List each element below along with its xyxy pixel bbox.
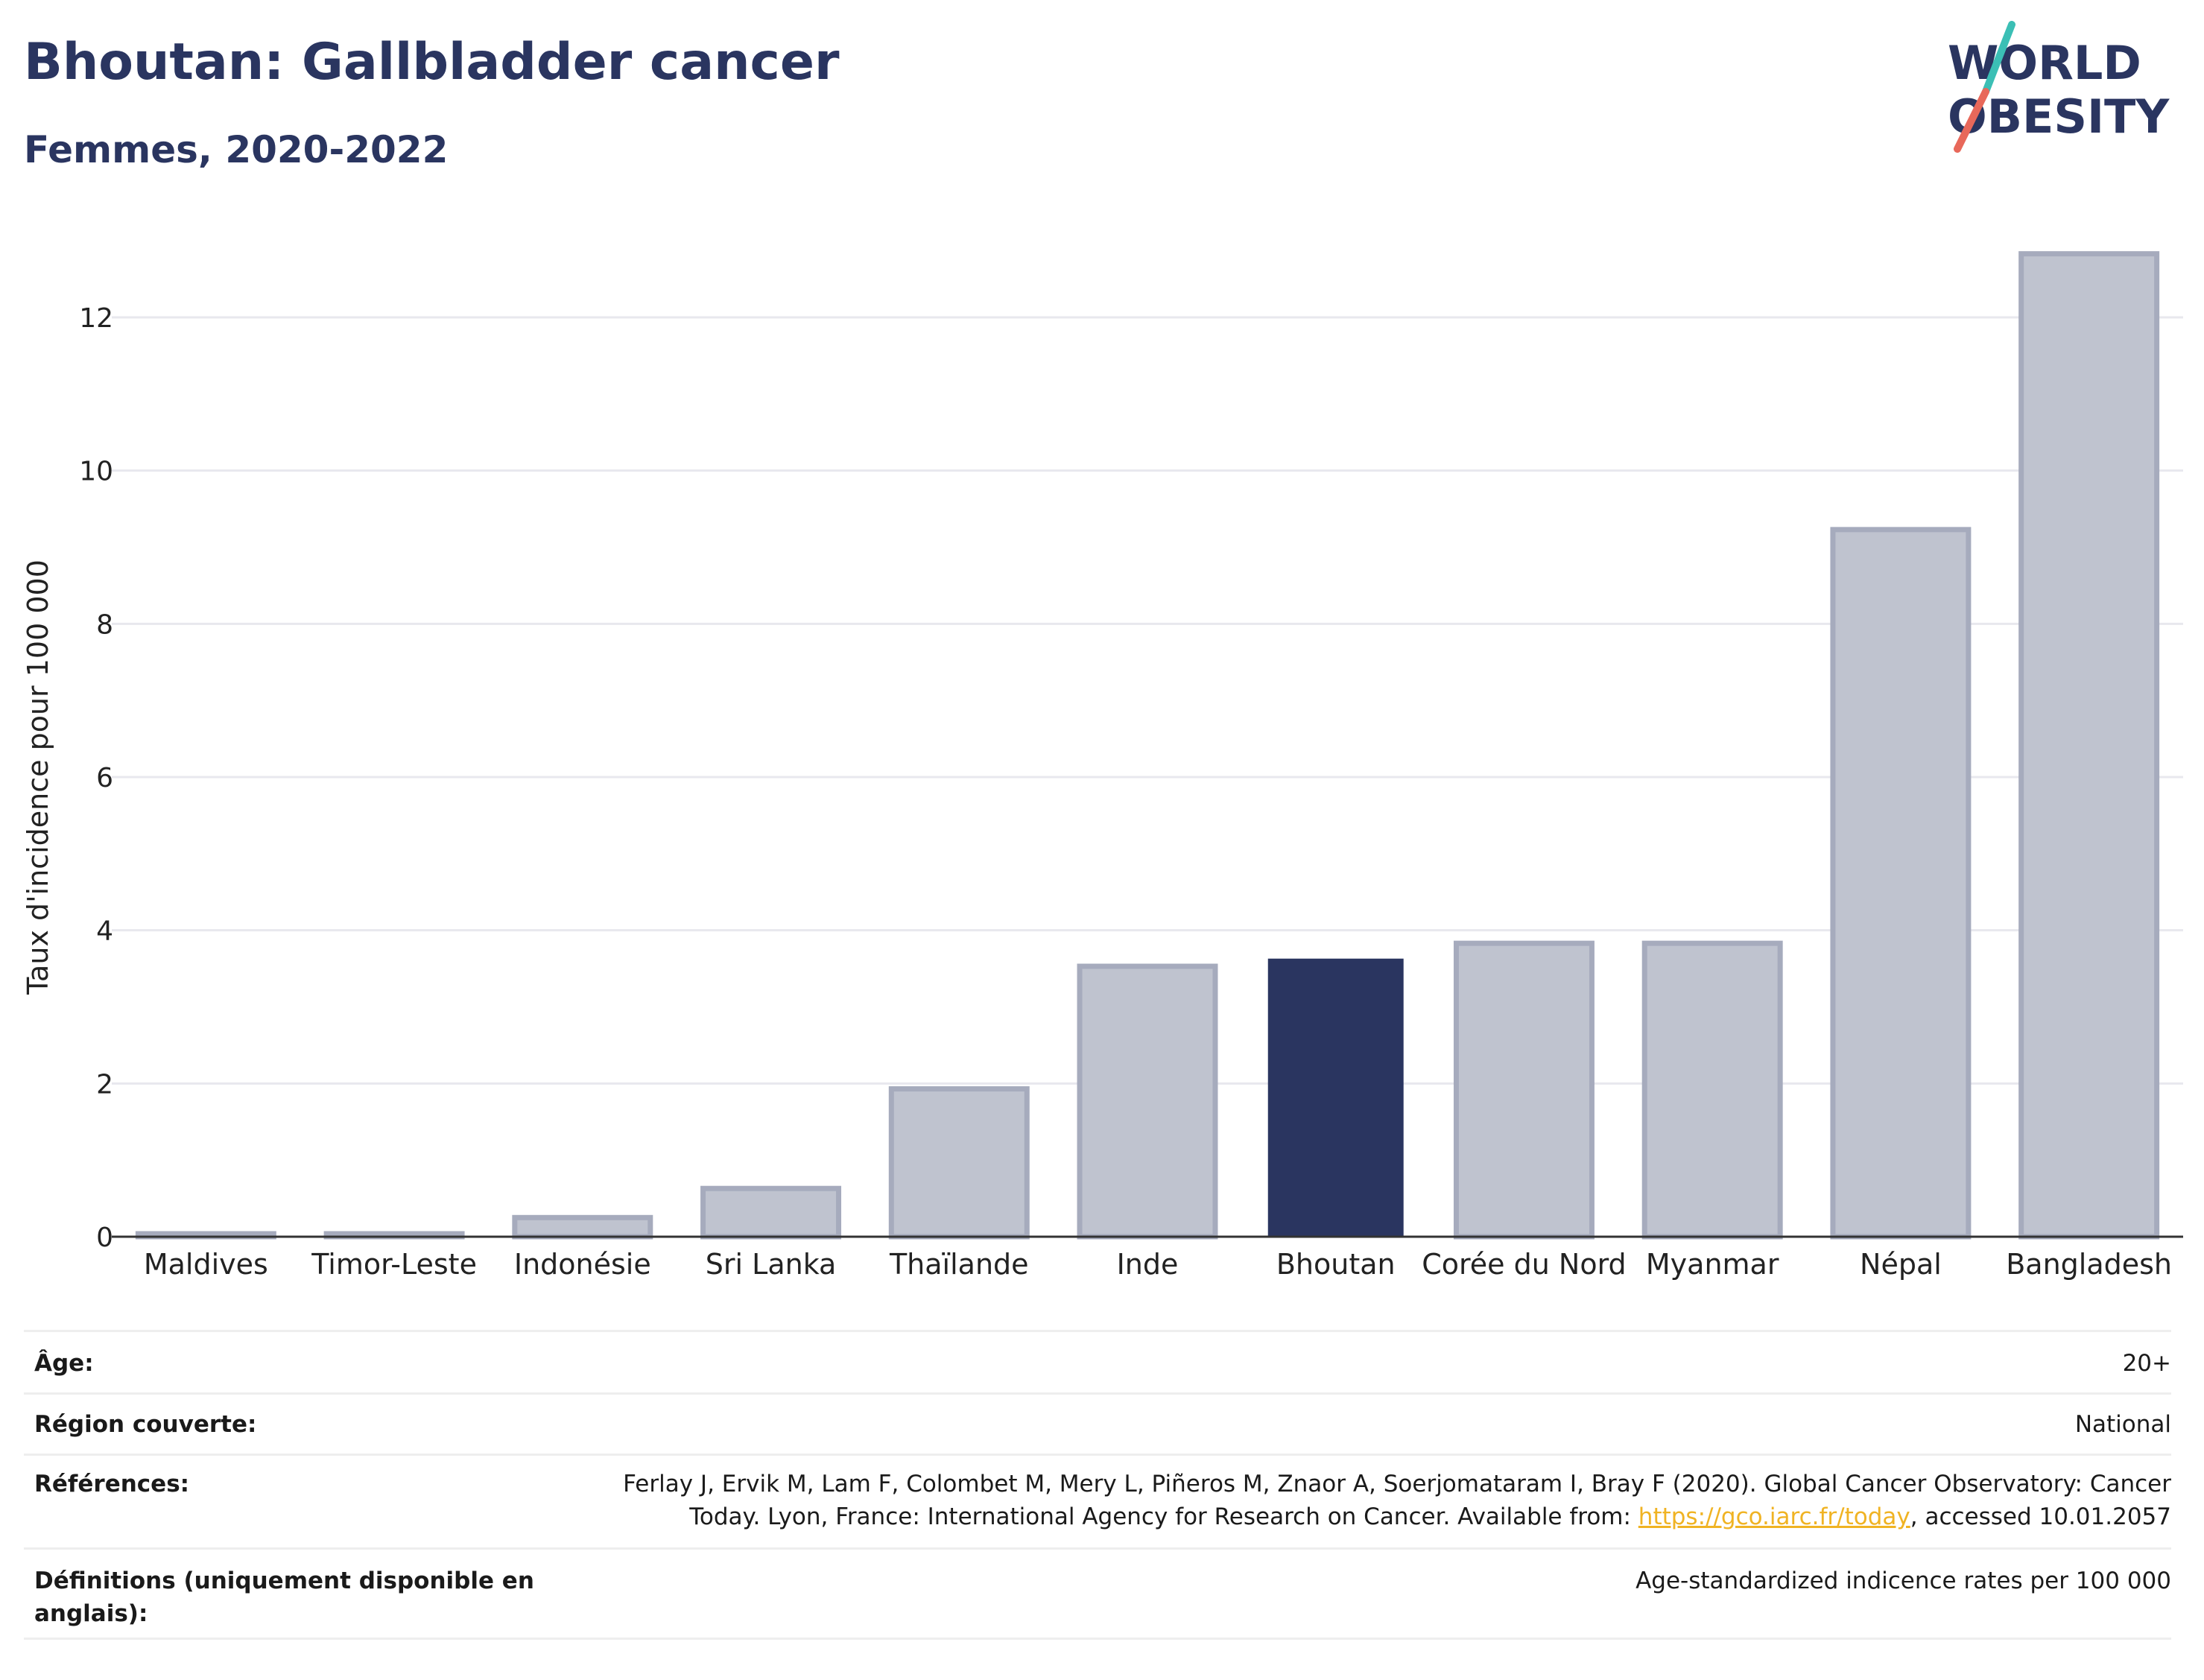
x-tick-label: Corée du Nord: [1422, 1248, 1626, 1281]
meta-region-value: National: [2074, 1411, 2171, 1438]
x-tick-label: Maldives: [144, 1248, 268, 1281]
meta-definitions-label: Définitions (uniquement disponible en an…: [34, 1568, 534, 1627]
metadata-table: Âge: 20+ Région couverte: National Référ…: [24, 1330, 2171, 1640]
x-tick-labels: Maldives Timor-Leste Indonésie Sri Lanka Tha…: [144, 1248, 2172, 1281]
y-tick-label: 8: [96, 609, 113, 640]
logo-line1: WORLD: [1948, 36, 2141, 90]
x-tick-label: Sri Lanka: [706, 1248, 837, 1281]
logo-slash-bottom: [1954, 88, 1989, 153]
meta-row-definitions: Définitions (uniquement disponible en an…: [24, 1547, 2171, 1640]
meta-references-label: Références:: [34, 1471, 190, 1497]
bar-tha-lande: [888, 1086, 1030, 1240]
y-tick-label: 10: [79, 457, 113, 487]
page-subtitle: Femmes, 2020-2022: [24, 128, 449, 171]
logo-slash-top: [1982, 21, 2015, 95]
references-line-2: Today. Lyon, France: International Agenc…: [623, 1500, 2171, 1533]
bar-bangladesh: [2018, 251, 2160, 1240]
meta-age-value: 20+: [2122, 1350, 2171, 1377]
x-tick-label: Népal: [1860, 1248, 1942, 1281]
x-tick-label: Myanmar: [1646, 1248, 1779, 1281]
references-link[interactable]: https://gco.iarc.fr/today: [1638, 1503, 1910, 1530]
meta-references-value: Ferlay J, Ervik M, Lam F, Colombet M, Me…: [623, 1468, 2171, 1533]
meta-row-references: Références: Ferlay J, Ervik M, Lam F, Co…: [24, 1454, 2171, 1547]
references-line-2-start: Today. Lyon, France: International Agenc…: [689, 1503, 1638, 1530]
world-obesity-logo: WORLD OBESITY: [1948, 21, 2170, 153]
references-line-1: Ferlay J, Ervik M, Lam F, Colombet M, Me…: [623, 1471, 2171, 1497]
bar-sri-lanka: [700, 1185, 842, 1240]
meta-row-region: Région couverte: National: [24, 1392, 2171, 1454]
bar-bhoutan: [1267, 958, 1404, 1237]
y-tick-label: 12: [79, 303, 113, 334]
bar-n-pal: [1830, 527, 1972, 1240]
x-tick-label: Thaïlande: [889, 1248, 1029, 1281]
bar-chart: 0 2 4 6 8 10 12 Maldives Timor-Leste Indonésie Sr…: [22, 251, 2183, 1281]
y-tick-label: 6: [96, 763, 113, 793]
x-tick-label: Inde: [1117, 1248, 1179, 1281]
meta-region-label: Région couverte:: [34, 1411, 257, 1438]
meta-age-label: Âge:: [34, 1350, 94, 1377]
x-tick-label: Bhoutan: [1276, 1248, 1396, 1281]
bar-myanmar: [1641, 940, 1783, 1240]
bar-inde: [1077, 963, 1218, 1240]
references-line-2-end: , accessed 10.01.2057: [1910, 1503, 2171, 1530]
page-title: Bhoutan: Gallbladder cancer: [24, 33, 840, 92]
bar-cor-e-du-nord: [1453, 940, 1595, 1240]
y-tick-labels: 0 2 4 6 8 10 12: [79, 303, 113, 1253]
meta-definitions-value: Age-standardized indicence rates per 100…: [1635, 1568, 2171, 1594]
meta-row-age: Âge: 20+: [24, 1330, 2171, 1392]
x-tick-label: Indonésie: [514, 1248, 651, 1281]
bars: [135, 251, 2160, 1240]
y-tick-label: 0: [96, 1223, 113, 1253]
bar-indon-sie: [512, 1214, 653, 1240]
x-tick-label: Timor-Leste: [311, 1248, 477, 1281]
y-tick-label: 4: [96, 916, 113, 947]
y-axis-label: Taux d'incidence pour 100 000: [22, 560, 54, 995]
y-tick-label: 2: [96, 1069, 113, 1100]
x-tick-label: Bangladesh: [2006, 1248, 2172, 1281]
